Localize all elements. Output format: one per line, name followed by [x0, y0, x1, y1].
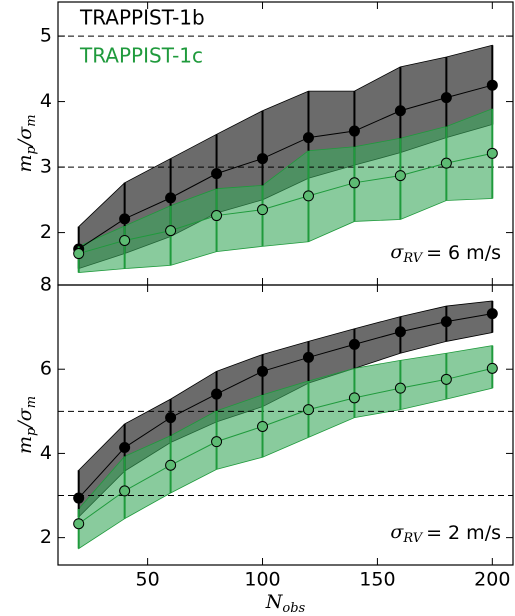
- y-tick-label: 4: [40, 442, 52, 464]
- marker: [348, 392, 360, 404]
- series-line: [78, 367, 493, 525]
- annotation-part: σ: [390, 521, 404, 543]
- y-axis-label: mp/σm: [14, 114, 39, 172]
- marker: [440, 373, 452, 385]
- x-tick-label: 100: [244, 569, 280, 591]
- x-tick-label: 200: [474, 569, 510, 591]
- y-axis-label: mp/σm: [14, 396, 39, 454]
- marker: [73, 248, 85, 260]
- error-band: [78, 345, 493, 550]
- legend-entry: TRAPPIST-1b: [79, 6, 205, 30]
- marker: [348, 338, 360, 350]
- marker: [257, 153, 269, 165]
- marker: [165, 192, 177, 204]
- y-label-part: m: [24, 396, 39, 408]
- y-tick-label: 5: [40, 25, 52, 47]
- x-tick-label: 50: [136, 569, 160, 591]
- y-tick-label: 8: [40, 274, 52, 296]
- annotation-part: = 2 m/s: [426, 522, 501, 544]
- marker: [394, 105, 406, 117]
- marker: [165, 459, 177, 471]
- series-line: [78, 152, 493, 255]
- marker: [348, 125, 360, 137]
- annotation-part: RV: [402, 531, 423, 546]
- annotation: σRV = 6 m/s: [390, 241, 501, 266]
- y-tick-label: 2: [40, 221, 52, 243]
- x-label-part: obs: [282, 601, 305, 616]
- marker: [73, 518, 85, 530]
- marker: [302, 351, 314, 363]
- y-label-part: /σ: [14, 126, 36, 148]
- marker: [165, 412, 177, 424]
- y-tick-label: 6: [40, 358, 52, 380]
- annotation: σRV = 2 m/s: [390, 521, 501, 546]
- marker: [394, 382, 406, 394]
- series-line: [78, 84, 493, 250]
- marker: [119, 234, 131, 246]
- marker: [73, 492, 85, 504]
- marker: [257, 204, 269, 216]
- annotation-part: RV: [402, 251, 423, 266]
- series-line: [78, 313, 493, 499]
- marker: [486, 308, 498, 320]
- y-label-part: p: [24, 427, 39, 436]
- y-label-part: m: [24, 114, 39, 126]
- annotation-part: = 6 m/s: [426, 242, 501, 264]
- marker: [440, 316, 452, 328]
- y-tick-label: 3: [40, 156, 52, 178]
- y-tick-label: 2: [40, 526, 52, 548]
- marker: [211, 436, 223, 448]
- marker: [257, 420, 269, 432]
- marker: [119, 485, 131, 497]
- marker: [211, 210, 223, 222]
- marker: [302, 404, 314, 416]
- marker: [302, 190, 314, 202]
- marker: [165, 225, 177, 237]
- marker: [257, 365, 269, 377]
- y-label-part: m: [14, 155, 36, 173]
- marker: [486, 79, 498, 91]
- error-band: [78, 108, 493, 273]
- marker: [211, 168, 223, 180]
- marker: [486, 362, 498, 374]
- marker: [119, 442, 131, 454]
- y-tick-label: 4: [40, 90, 52, 112]
- marker: [486, 147, 498, 159]
- marker: [440, 157, 452, 169]
- x-label-part: N: [265, 591, 284, 613]
- legend-entry: TRAPPIST-1c: [79, 44, 203, 68]
- marker: [119, 213, 131, 225]
- x-tick-label: 150: [359, 569, 395, 591]
- y-label-part: p: [24, 146, 39, 155]
- annotation-part: σ: [390, 241, 404, 263]
- plot-frame: [57, 284, 514, 566]
- marker: [394, 326, 406, 338]
- marker: [348, 177, 360, 189]
- marker: [211, 388, 223, 400]
- y-label-part: m: [14, 436, 36, 454]
- marker: [302, 132, 314, 144]
- x-axis-label: Nobs: [265, 591, 306, 616]
- y-label-part: /σ: [14, 407, 36, 429]
- marker: [394, 170, 406, 182]
- marker: [440, 92, 452, 104]
